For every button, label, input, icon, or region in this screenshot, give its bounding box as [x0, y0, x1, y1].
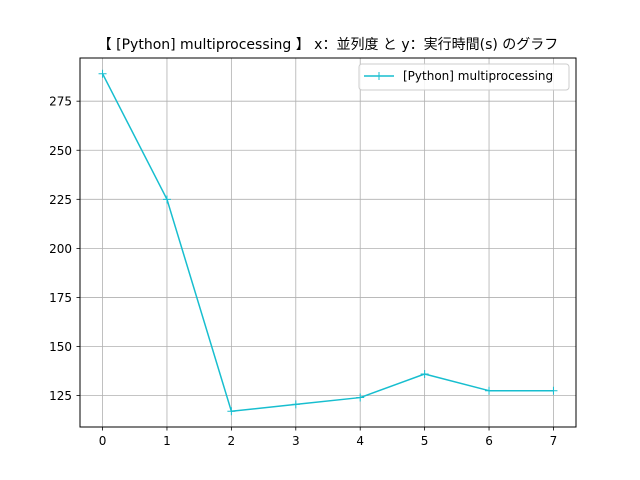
y-tick-label: 250 [49, 144, 72, 158]
y-axis: 125 150 175 200 225 250 275 [49, 95, 80, 403]
data-point [485, 386, 494, 395]
x-tick-label: 5 [421, 434, 429, 448]
x-tick-label: 4 [356, 434, 364, 448]
y-tick-label: 175 [49, 291, 72, 305]
data-point [162, 195, 171, 204]
y-tick-label: 225 [49, 193, 72, 207]
x-tick-label: 3 [292, 434, 300, 448]
y-tick-label: 275 [49, 95, 72, 109]
data-point [420, 370, 429, 379]
series-line [101, 73, 554, 413]
data-point [227, 407, 236, 416]
series-layer [98, 69, 558, 416]
x-tick-label: 7 [550, 434, 558, 448]
legend-label: [Python] multiprocessing [403, 69, 553, 83]
y-tick-label: 150 [49, 340, 72, 354]
x-tick-label: 6 [485, 434, 493, 448]
x-tick-label: 0 [99, 434, 107, 448]
grid [80, 58, 576, 427]
y-tick-label: 125 [49, 389, 72, 403]
x-tick-label: 1 [163, 434, 171, 448]
plot-area [80, 58, 576, 427]
legend-frame [358, 63, 570, 91]
plot-frame [79, 57, 577, 428]
legend-marker-swatch [375, 72, 383, 80]
y-tick-label: 200 [49, 242, 72, 256]
x-axis: 0 1 2 3 4 5 6 7 [99, 427, 558, 448]
x-tick-label: 2 [228, 434, 236, 448]
chart-title: 【 [Python] multiprocessing 】 x：並列度 と y：実… [98, 37, 559, 53]
data-point [291, 400, 300, 409]
data-point [549, 386, 558, 395]
data-point [98, 69, 107, 78]
legend: [Python] multiprocessing [358, 63, 570, 91]
data-point [356, 393, 365, 402]
